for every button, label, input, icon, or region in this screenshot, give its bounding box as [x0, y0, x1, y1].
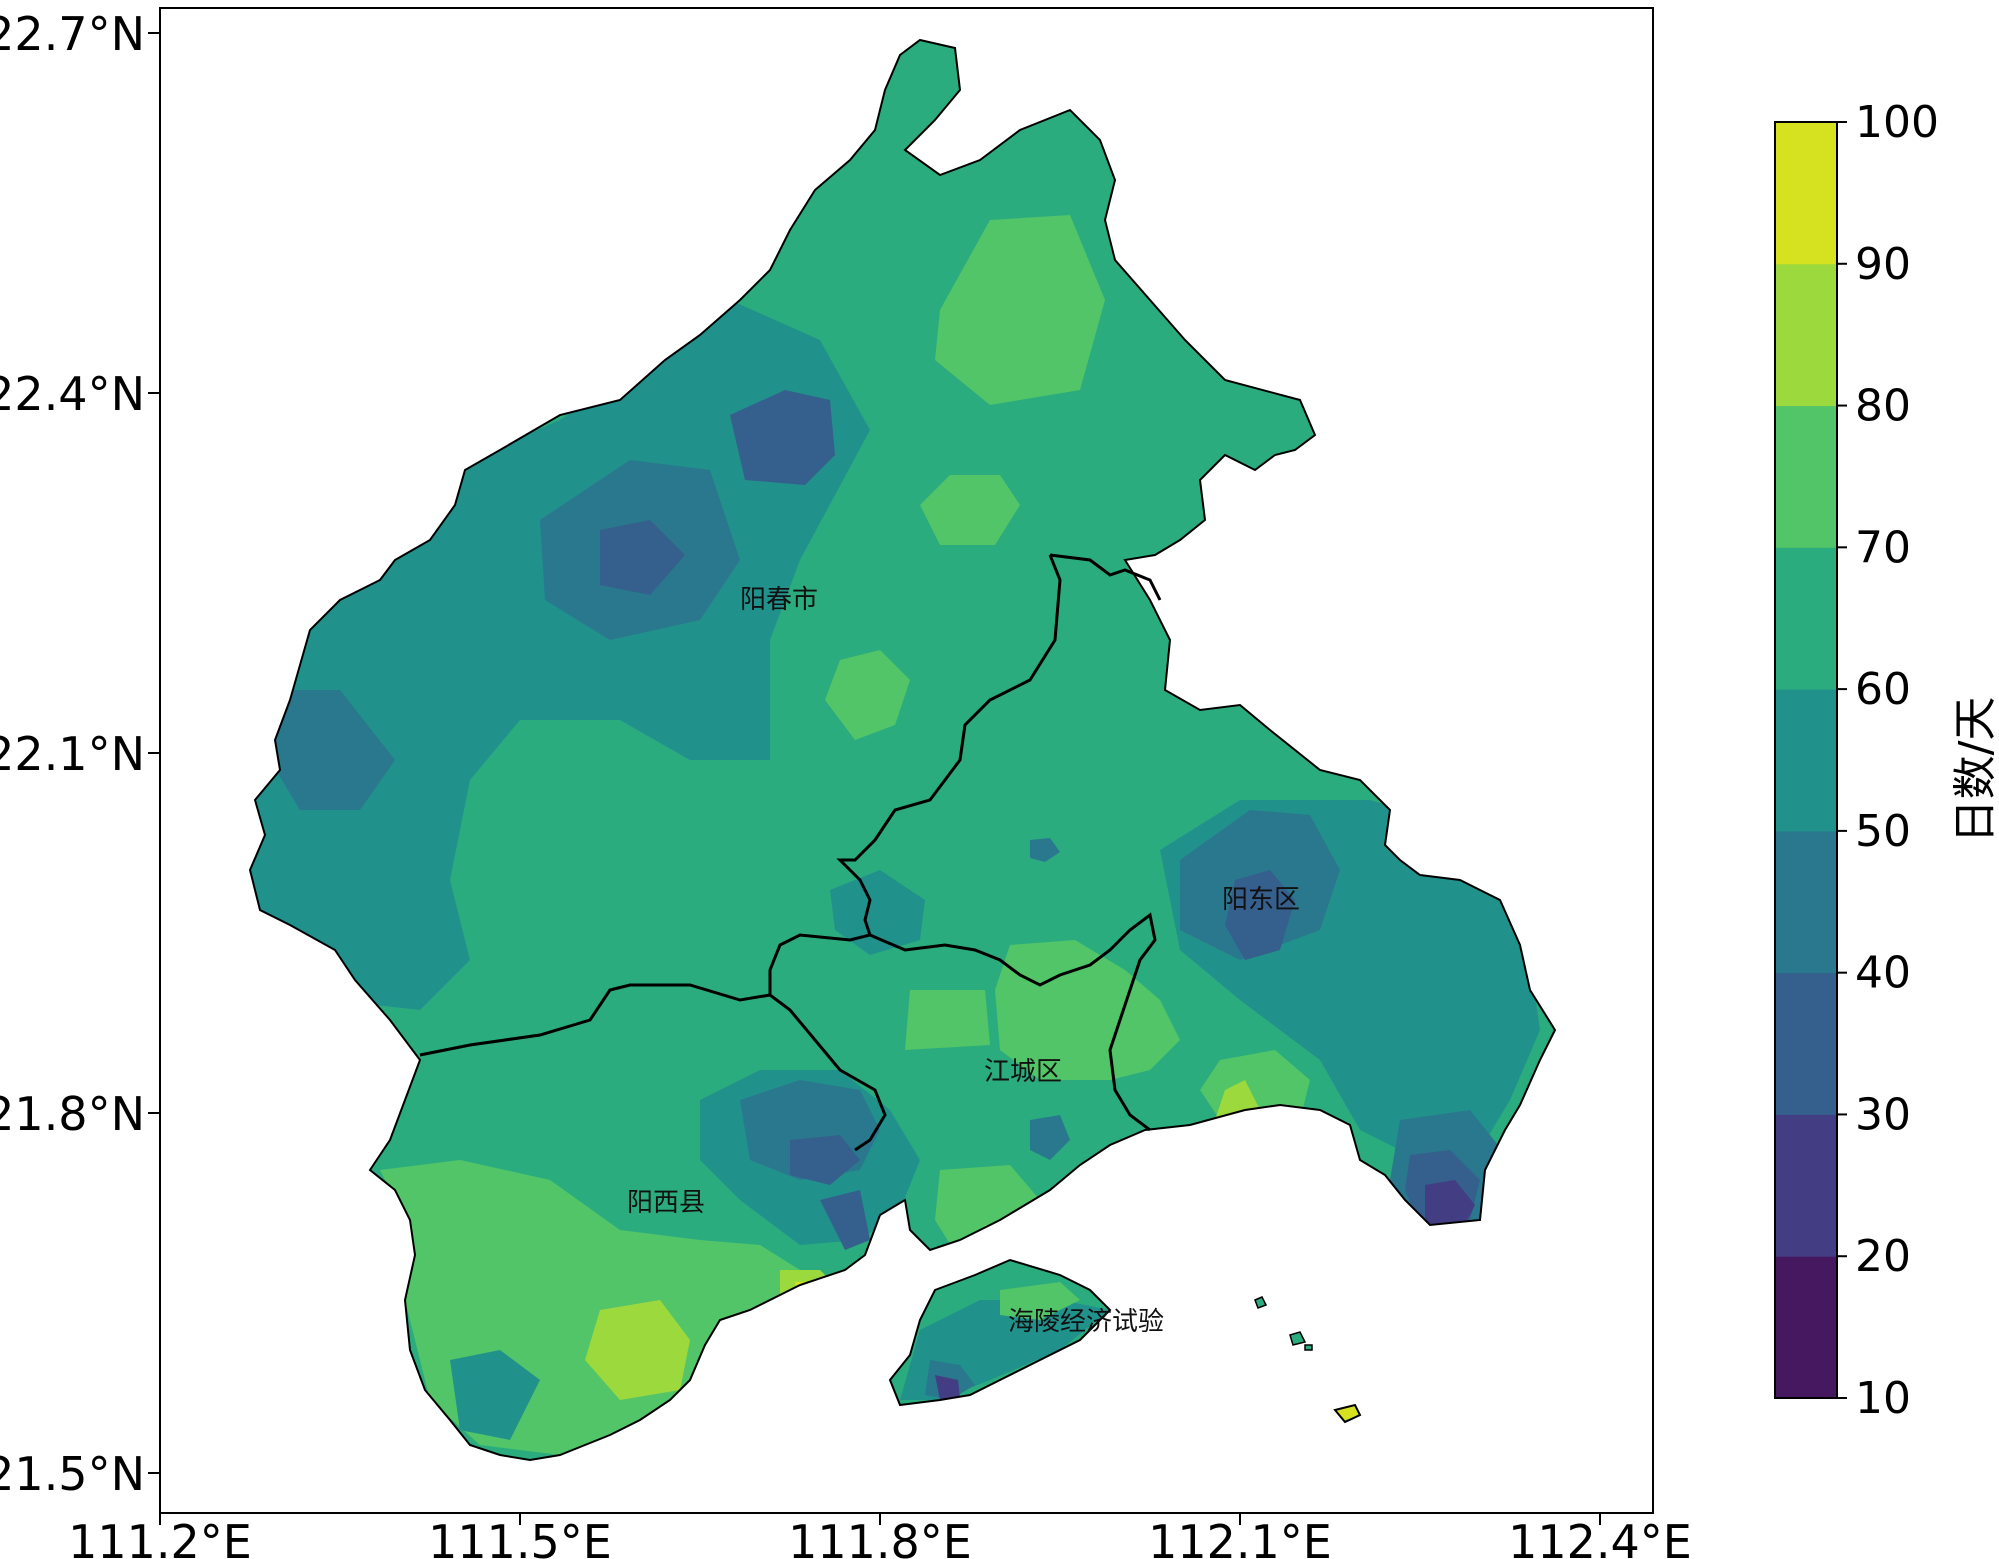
y-tick-label: 21.5°N [0, 1447, 145, 1501]
colorbar-segment [1775, 1256, 1837, 1399]
colorbar-tick-label: 50 [1855, 806, 1911, 857]
colorbar-tick-label: 20 [1855, 1231, 1911, 1282]
colorbar-segment [1775, 972, 1837, 1115]
x-tick-label: 111.2°E [68, 1515, 252, 1559]
colorbar-segment [1775, 547, 1837, 690]
y-tick-label: 22.1°N [0, 727, 145, 781]
y-tick-label: 22.4°N [0, 367, 145, 421]
x-tick-label: 111.8°E [788, 1515, 972, 1559]
x-tick-label: 112.1°E [1148, 1515, 1332, 1559]
colorbar-tick-label: 80 [1855, 381, 1911, 432]
region-labels: 阳春市 阳东区 江城区 阳西县 海陵经济试验 [627, 585, 1300, 1337]
region-label-hailing: 海陵经济试验 [1008, 1307, 1164, 1337]
region-label-yangchun: 阳春市 [740, 585, 818, 615]
x-tick-label: 112.4°E [1508, 1515, 1692, 1559]
x-tick-label: 111.5°E [428, 1515, 612, 1559]
colorbar-tick-label: 10 [1855, 1373, 1911, 1424]
colorbar-tick-label: 70 [1855, 522, 1911, 573]
x-axis: 111.2°E 111.5°E 111.8°E 112.1°E 112.4°E [68, 1513, 1692, 1559]
region-label-yangxi: 阳西县 [627, 1188, 705, 1218]
county-boundaries [419, 553, 1162, 1152]
colorbar-tick-label: 60 [1855, 664, 1911, 715]
colorbar-segment [1775, 830, 1837, 974]
colorbar-segment [1775, 263, 1837, 407]
y-tick-label: 22.7°N [0, 7, 145, 61]
colorbar-tick-label: 100 [1855, 97, 1939, 148]
coastline-outline [249, 39, 1556, 1461]
colorbar-segment [1775, 1114, 1837, 1257]
region-label-yangdong: 阳东区 [1222, 885, 1300, 915]
y-axis: 22.7°N 22.4°N 22.1°N 21.8°N 21.5°N [0, 7, 160, 1501]
y-tick-label: 21.8°N [0, 1087, 145, 1141]
colorbar-tick-label: 40 [1855, 948, 1911, 999]
colorbar-frame [1774, 121, 1838, 1399]
colorbar-segment [1775, 689, 1837, 832]
colorbar-title: 日数/天 [1950, 697, 1999, 844]
colorbar-tick-label: 90 [1855, 239, 1911, 290]
colorbar-segment [1775, 122, 1837, 265]
colorbar-segment [1775, 405, 1837, 548]
region-label-jiangcheng: 江城区 [984, 1057, 1062, 1087]
colorbar: 10 20 30 40 50 60 70 80 90 100 [1774, 97, 1939, 1424]
colorbar-tick-label: 30 [1855, 1089, 1911, 1140]
